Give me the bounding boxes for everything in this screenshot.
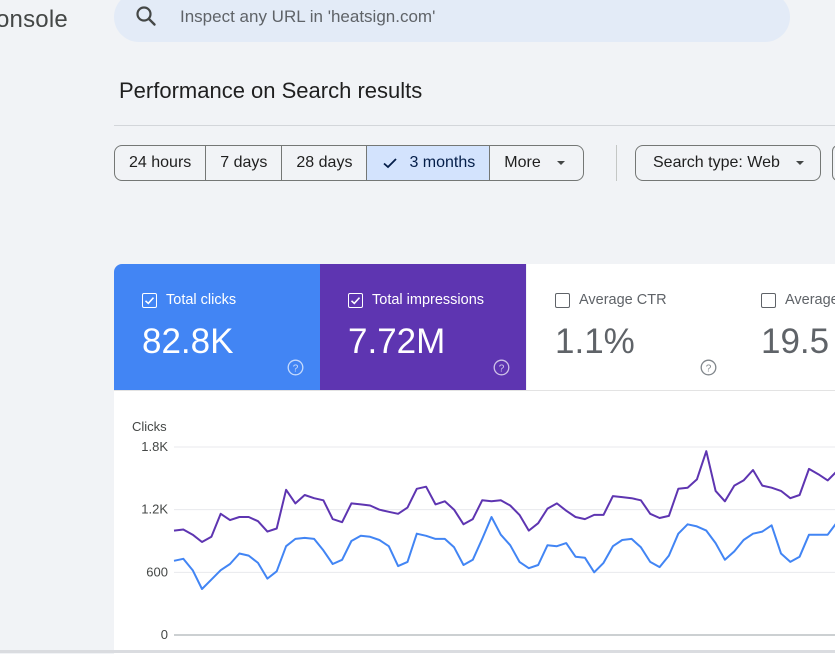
metric-label-row: Total impressions xyxy=(348,292,484,308)
metric-label: Total impressions xyxy=(372,292,485,308)
checkbox-unchecked-icon[interactable] xyxy=(761,292,776,308)
filter-7-days[interactable]: 7 days xyxy=(206,146,283,180)
metric-label-row: Average xyxy=(761,292,835,308)
y-tick-label: 0 xyxy=(161,627,168,642)
metric-card-average-ctr[interactable]: Average CTR 1.1% ? xyxy=(527,264,734,390)
date-range-filter: 24 hours 7 days 28 days 3 months More xyxy=(114,145,584,181)
metric-value: 7.72M xyxy=(348,322,446,361)
search-input[interactable] xyxy=(178,4,742,30)
metric-label: Average CTR xyxy=(579,292,667,308)
page-title: Performance on Search results xyxy=(119,78,423,103)
metric-card-total-clicks[interactable]: Total clicks 82.8K ? xyxy=(114,264,320,390)
svg-text:?: ? xyxy=(706,363,712,374)
y-tick-label: 1.8K xyxy=(141,439,168,454)
y-tick-label: 1.2K xyxy=(141,502,168,517)
y-axis-label: Clicks xyxy=(132,419,167,434)
check-icon xyxy=(383,158,398,169)
series-line-impressions xyxy=(173,450,835,543)
filter-more-label: More xyxy=(504,154,541,171)
chevron-down-icon xyxy=(795,161,804,165)
metric-label: Average xyxy=(785,292,835,308)
metric-card-total-impressions[interactable]: Total impressions 7.72M ? xyxy=(320,264,526,390)
search-icon xyxy=(136,6,156,26)
metric-value: 1.1% xyxy=(555,322,635,361)
title-divider xyxy=(114,125,835,126)
metric-value: 82.8K xyxy=(142,322,234,361)
metric-value: 19.5 xyxy=(761,322,830,361)
url-inspection-search[interactable] xyxy=(114,0,790,42)
filter-separator xyxy=(616,145,617,181)
search-type-dropdown[interactable]: Search type: Web xyxy=(635,145,821,181)
checkbox-checked-icon[interactable] xyxy=(348,292,363,308)
checkbox-checked-icon[interactable] xyxy=(142,292,157,308)
chevron-down-icon xyxy=(556,161,565,165)
metric-label-row: Average CTR xyxy=(555,292,667,308)
y-tick-label: 600 xyxy=(146,564,168,579)
filter-28-days[interactable]: 28 days xyxy=(282,146,368,180)
page-bottom-border xyxy=(0,650,835,653)
search-type-label: Search type: Web xyxy=(653,154,780,171)
filter-3-months[interactable]: 3 months xyxy=(367,146,491,180)
help-icon[interactable]: ? xyxy=(493,359,510,376)
metric-cards: Total clicks 82.8K ? Total impressions 7… xyxy=(114,264,835,390)
checkbox-unchecked-icon[interactable] xyxy=(555,292,570,308)
app-logo-text: onsole xyxy=(0,6,68,33)
help-icon[interactable]: ? xyxy=(287,359,304,376)
performance-chart: Clicks 1.8K 1.2K 600 0 xyxy=(132,419,835,642)
filter-3-months-label: 3 months xyxy=(409,154,476,171)
svg-text:?: ? xyxy=(499,363,505,374)
performance-chart-panel: Clicks 1.8K 1.2K 600 0 xyxy=(114,390,835,654)
svg-text:?: ? xyxy=(293,363,299,374)
metric-label-row: Total clicks xyxy=(142,292,236,308)
filter-24-hours[interactable]: 24 hours xyxy=(115,146,207,180)
series-line-clicks xyxy=(173,516,835,590)
help-icon[interactable]: ? xyxy=(700,359,717,376)
metric-label: Total clicks xyxy=(166,292,237,308)
filter-more[interactable]: More xyxy=(490,146,582,180)
metric-card-average-position[interactable]: Average 19.5 xyxy=(733,264,835,390)
